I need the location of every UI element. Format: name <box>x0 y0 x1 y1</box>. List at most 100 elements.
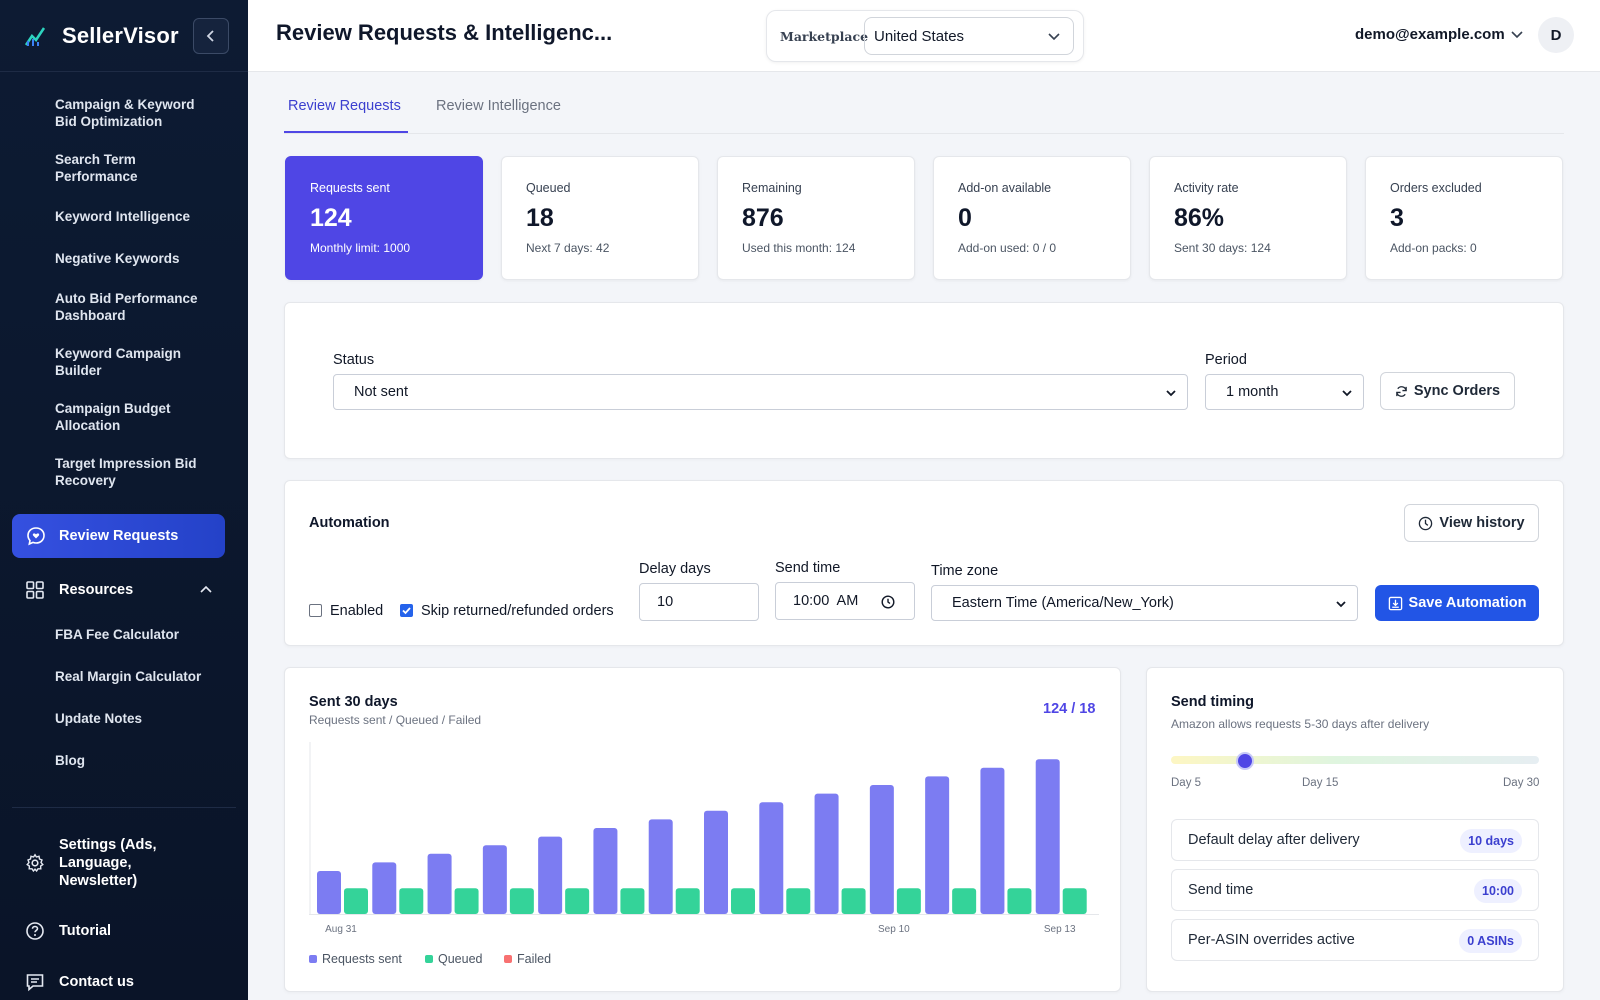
enabled-checkbox[interactable] <box>309 604 322 617</box>
timing-row-label: Send time <box>1188 882 1254 898</box>
bar-requests-sent <box>593 828 618 914</box>
stat-label: Requests sent <box>310 181 390 195</box>
bar-queued <box>1007 888 1032 914</box>
sidebar-item-resources[interactable]: Resources <box>25 580 133 600</box>
bar-requests-sent <box>538 836 563 914</box>
bar-requests-sent <box>814 793 839 914</box>
stat-sub: Add-on packs: 0 <box>1390 241 1477 255</box>
brand: SellerVisor <box>0 0 248 72</box>
stat-value: 3 <box>1390 204 1404 232</box>
bar-queued <box>344 888 368 914</box>
legend-swatch <box>504 955 512 963</box>
skip-returned-checkbox[interactable] <box>400 604 413 617</box>
sidebar-item-keyword-intelligence[interactable]: Keyword Intelligence <box>55 209 191 224</box>
chevron-down-icon <box>1048 33 1060 41</box>
clock-icon[interactable] <box>881 595 895 609</box>
sidebar-item-negative-keywords[interactable]: Negative Keywords <box>55 251 180 266</box>
chart-subtitle: Requests sent / Queued / Failed <box>309 713 482 727</box>
user-email[interactable]: demo@example.com <box>1355 26 1505 43</box>
stat-card-queued: Queued 18 Next 7 days: 42 <box>501 156 699 280</box>
tab-review-intelligence[interactable]: Review Intelligence <box>436 98 561 114</box>
status-label: Status <box>333 352 375 368</box>
sidebar-item-search-term[interactable]: Search Term Performance <box>55 152 138 184</box>
send-time-input[interactable]: 10:00 AM <box>775 582 915 620</box>
status-select[interactable]: Not sent <box>333 374 1188 410</box>
gear-icon <box>26 853 44 873</box>
legend-label: Requests sent <box>322 952 402 966</box>
timing-row-badge: 0 ASINs <box>1459 929 1522 953</box>
x-tick-label: Sep 13 <box>1044 924 1076 935</box>
chevron-left-icon <box>206 30 214 42</box>
send-timing-subtitle: Amazon allows requests 5-30 days after d… <box>1171 717 1430 731</box>
sync-orders-button[interactable]: Sync Orders <box>1380 372 1515 410</box>
stat-card-addon: Add-on available 0 Add-on used: 0 / 0 <box>933 156 1131 280</box>
delay-days-input[interactable]: 10 <box>639 583 759 621</box>
bar-queued <box>952 888 977 914</box>
bar-requests-sent <box>759 802 784 914</box>
send-time-value: 10:00 AM <box>793 593 859 609</box>
timing-row-badge: 10:00 <box>1474 879 1522 903</box>
chevron-down-icon <box>1166 390 1176 397</box>
stat-label: Add-on available <box>958 181 1052 195</box>
sidebar-item-impression-bid[interactable]: Target Impression Bid Recovery <box>55 456 197 488</box>
timezone-value: Eastern Time (America/New_York) <box>952 595 1174 611</box>
page-title: Review Requests & Intelligenc... <box>276 20 613 45</box>
delay-days-label: Delay days <box>639 561 711 577</box>
bar-requests-sent <box>372 862 397 914</box>
sidebar-item-fba-fee[interactable]: FBA Fee Calculator <box>55 627 180 642</box>
period-value: 1 month <box>1226 384 1279 400</box>
bar-requests-sent <box>925 776 950 914</box>
bar-queued <box>1062 888 1087 914</box>
slider-max-label: Day 30 <box>1503 777 1540 789</box>
logo-icon <box>24 26 46 46</box>
avatar[interactable]: D <box>1538 17 1574 53</box>
period-label: Period <box>1205 352 1247 368</box>
bar-queued <box>675 888 700 914</box>
marketplace-selector: Marketplace United States <box>766 10 1084 62</box>
period-select[interactable]: 1 month <box>1205 374 1364 410</box>
timing-row-send-time: Send time 10:00 <box>1171 869 1539 911</box>
tab-review-requests[interactable]: Review Requests <box>288 98 401 114</box>
sidebar-item-settings[interactable]: Settings (Ads, Language, Newsletter) <box>25 836 179 890</box>
bar-queued <box>620 888 645 914</box>
active-tab-indicator <box>284 131 408 133</box>
bar-requests-sent <box>427 853 452 914</box>
marketplace-value: United States <box>874 27 965 45</box>
sidebar-item-campaign-bid[interactable]: Campaign & Keyword Bid Optimization <box>55 97 195 129</box>
chart-summary: 124 / 18 <box>1043 701 1096 717</box>
bar-queued <box>565 888 590 914</box>
sidebar-item-blog[interactable]: Blog <box>55 753 85 768</box>
stat-label: Remaining <box>742 181 802 195</box>
bar-requests-sent <box>482 845 507 914</box>
sidebar-item-keyword-builder[interactable]: Keyword Campaign Builder <box>55 346 182 378</box>
stat-label: Orders excluded <box>1390 181 1482 195</box>
slider-mid-label: Day 15 <box>1302 777 1339 789</box>
stat-value: 876 <box>742 204 784 232</box>
sidebar-item-budget-allocation[interactable]: Campaign Budget Allocation <box>55 401 171 433</box>
save-automation-button[interactable]: Save Automation <box>1375 585 1539 621</box>
timezone-select[interactable]: Eastern Time (America/New_York) <box>931 585 1358 621</box>
collapse-sidebar-button[interactable] <box>193 18 229 54</box>
send-timing-title: Send timing <box>1171 694 1254 710</box>
stat-value: 0 <box>958 204 972 232</box>
sidebar-item-update-notes[interactable]: Update Notes <box>55 711 143 726</box>
slider-min-label: Day 5 <box>1171 777 1202 789</box>
chevron-down-icon[interactable] <box>1510 28 1524 42</box>
sidebar-item-review-requests[interactable]: Review Requests <box>12 514 225 558</box>
sidebar-item-real-margin[interactable]: Real Margin Calculator <box>55 669 202 684</box>
sidebar-item-auto-bid[interactable]: Auto Bid Performance Dashboard <box>55 291 198 323</box>
delay-slider-track[interactable] <box>1171 756 1539 764</box>
clock-icon <box>1419 516 1433 530</box>
message-icon <box>26 974 44 992</box>
legend-requests-sent: Requests sent <box>309 952 402 966</box>
bar-queued <box>731 888 755 914</box>
sidebar-item-contact[interactable]: Contact us <box>25 972 134 992</box>
sidebar-item-label: Contact us <box>59 974 134 990</box>
view-history-button[interactable]: View history <box>1404 504 1539 542</box>
chevron-up-icon[interactable] <box>199 584 213 594</box>
sidebar-item-tutorial[interactable]: Tutorial <box>25 921 111 941</box>
x-tick-label: Sep 10 <box>878 924 910 935</box>
automation-panel <box>284 480 1564 646</box>
marketplace-dropdown[interactable]: United States <box>864 17 1074 55</box>
delay-slider-thumb[interactable] <box>1235 752 1254 770</box>
